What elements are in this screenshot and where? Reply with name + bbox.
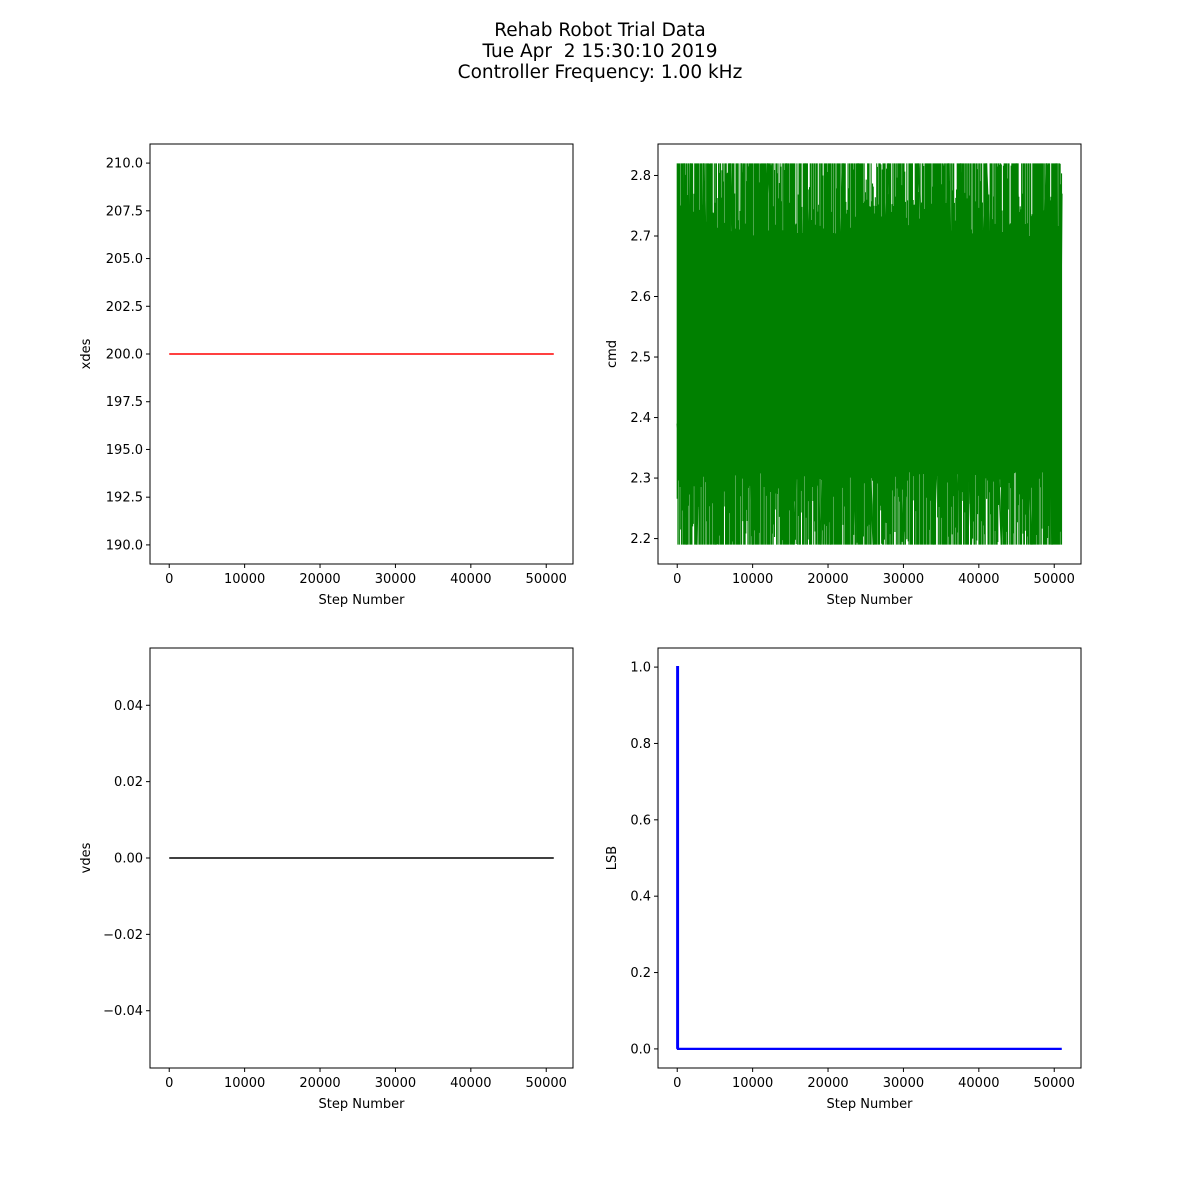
x-axis-label: Step Number <box>319 593 406 608</box>
y-tick-label: 0.2 <box>630 966 651 981</box>
y-tick-label: 0.4 <box>630 890 651 905</box>
x-axis-label: Step Number <box>827 593 914 608</box>
y-tick-label: 195.0 <box>106 443 143 458</box>
subplot-lsb: 0 10000 20000 30000 40000 50000 0.0 0.2 0.4 0.6 0.… <box>605 647 1082 1112</box>
y-tick-label: 2.8 <box>630 169 651 184</box>
y-tick-label: 2.5 <box>630 351 651 366</box>
x-tick-label: 20000 <box>807 1076 848 1091</box>
series-line-cmd <box>676 163 1063 545</box>
y-tick-label: 200.0 <box>106 348 143 363</box>
figure-title-line: Tue Apr 2 15:30:10 2019 <box>482 41 718 62</box>
y-tick-label: 2.2 <box>630 532 651 547</box>
y-tick-label: 190.0 <box>106 538 143 553</box>
y-tick-label: 0.8 <box>630 737 651 752</box>
y-tick-label: 202.5 <box>106 300 143 315</box>
y-tick-label: 210.0 <box>106 157 143 172</box>
x-tick-label: 50000 <box>526 1076 567 1091</box>
x-tick-label: 10000 <box>732 572 773 587</box>
x-tick-label: 30000 <box>375 572 416 587</box>
x-tick-label: 30000 <box>883 572 924 587</box>
axes-frame <box>657 647 1082 1069</box>
x-tick-label: 0 <box>673 572 681 587</box>
y-tick-label: 0.6 <box>630 813 651 828</box>
axes-frame <box>657 143 1082 565</box>
figure-title-line: Rehab Robot Trial Data <box>494 20 706 41</box>
x-tick-label: 40000 <box>450 1076 491 1091</box>
y-tick-label: −0.02 <box>103 928 143 943</box>
x-tick-label: 40000 <box>958 572 999 587</box>
x-tick-label: 10000 <box>732 1076 773 1091</box>
y-tick-label: 0.00 <box>114 852 143 867</box>
y-tick-label: 2.7 <box>630 229 651 244</box>
x-tick-label: 20000 <box>807 572 848 587</box>
y-tick-label: 0.0 <box>630 1042 651 1057</box>
y-axis-label: xdes <box>79 338 94 369</box>
y-axis-label: LSB <box>605 846 620 870</box>
y-tick-label: 192.5 <box>106 491 143 506</box>
y-tick-label: 1.0 <box>630 661 651 676</box>
x-tick-label: 30000 <box>375 1076 416 1091</box>
x-tick-label: 0 <box>165 1076 173 1091</box>
x-tick-label: 30000 <box>883 1076 924 1091</box>
figure-title: Rehab Robot Trial Data Tue Apr 2 15:30:1… <box>0 20 1200 83</box>
y-axis-label: cmd <box>605 340 620 368</box>
y-tick-label: 0.02 <box>114 775 143 790</box>
x-tick-label: 10000 <box>224 1076 265 1091</box>
y-tick-label: 197.5 <box>106 395 143 410</box>
subplot-vdes: 0 10000 20000 30000 40000 50000 −0.04 −0.02 0.00… <box>79 647 574 1112</box>
x-tick-label: 40000 <box>450 572 491 587</box>
y-tick-label: 0.04 <box>114 699 143 714</box>
x-axis-label: Step Number <box>319 1097 406 1112</box>
x-tick-label: 50000 <box>1034 572 1075 587</box>
y-axis-label: vdes <box>79 842 94 873</box>
series-outline-cmd <box>676 163 1063 545</box>
y-tick-label: 2.6 <box>630 290 651 305</box>
y-tick-label: −0.04 <box>103 1004 143 1019</box>
x-tick-label: 0 <box>673 1076 681 1091</box>
x-tick-label: 50000 <box>1034 1076 1075 1091</box>
y-tick-label: 205.0 <box>106 252 143 267</box>
y-tick-label: 2.4 <box>630 411 651 426</box>
x-tick-label: 20000 <box>299 1076 340 1091</box>
x-tick-label: 10000 <box>224 572 265 587</box>
figure-title-line: Controller Frequency: 1.00 kHz <box>457 62 743 83</box>
series-line-lsb <box>676 665 1062 1051</box>
x-axis-label: Step Number <box>827 1097 914 1112</box>
x-tick-label: 20000 <box>299 572 340 587</box>
subplot-xdes: 0 10000 20000 30000 40000 50000 190.0 192.5 195.… <box>79 143 574 608</box>
y-tick-label: 2.3 <box>630 472 651 487</box>
x-tick-label: 40000 <box>958 1076 999 1091</box>
x-tick-label: 50000 <box>526 572 567 587</box>
subplot-cmd: 0 10000 20000 30000 40000 50000 2.2 2.3 2.4 2.5 2.… <box>605 143 1082 608</box>
x-tick-label: 0 <box>165 572 173 587</box>
y-tick-label: 207.5 <box>106 204 143 219</box>
